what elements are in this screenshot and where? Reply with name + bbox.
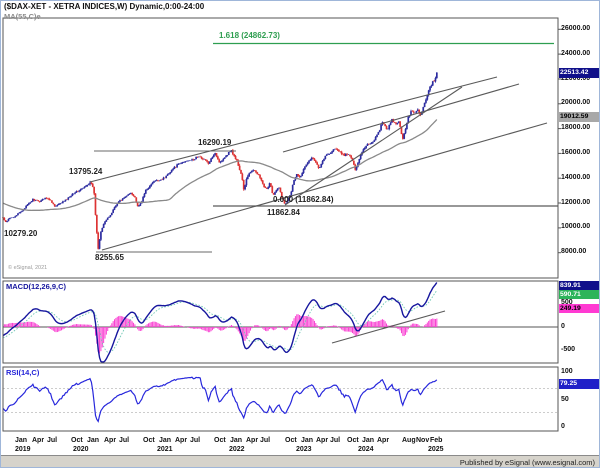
ma-indicator-label: MA(55,C)e <box>4 12 41 21</box>
footer-strip: Published by eSignal (www.esignal.com) <box>1 455 599 467</box>
macd-signal-value-badge: 590.71 <box>559 290 599 299</box>
macd-histogram-value-badge: 249.19 <box>559 304 599 313</box>
ma55-value-badge: 19012.59 <box>559 111 599 122</box>
macd-value-badge: 839.91 <box>559 281 599 290</box>
chart-title: ($DAX-XET - XETRA INDICES,W) Dynamic,0:0… <box>4 2 205 11</box>
last-price-badge: 22513.42 <box>559 67 599 78</box>
rsi-value-badge: 79.25 <box>559 379 599 389</box>
published-by-text: Published by eSignal (www.esignal.com) <box>459 458 595 467</box>
rsi-indicator-label: RSI(14,C) <box>6 368 40 377</box>
macd-indicator-label: MACD(12,26,9,C) <box>6 282 67 291</box>
